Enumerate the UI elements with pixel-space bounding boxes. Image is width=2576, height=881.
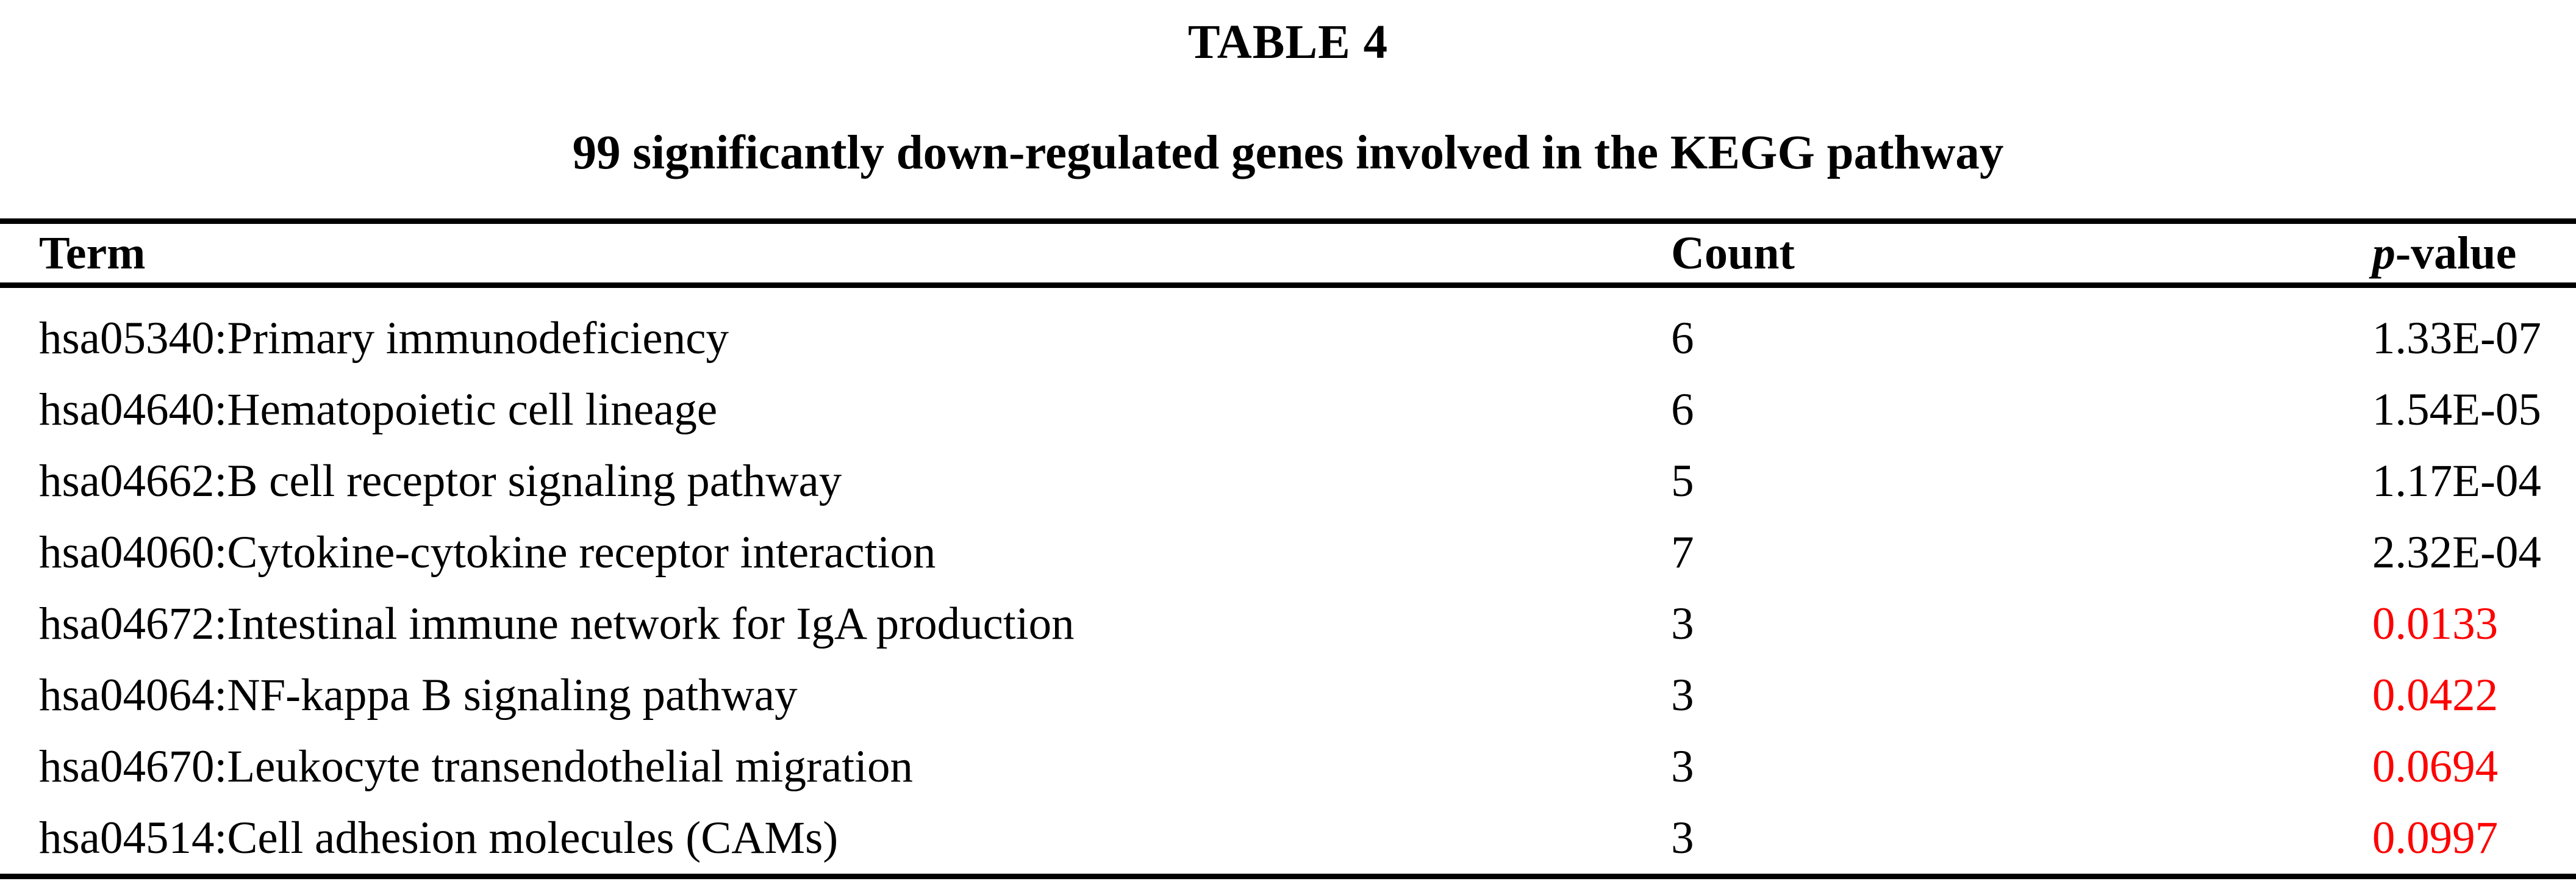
p-value-cell: 2.32E-04 — [2372, 527, 2541, 578]
term-cell: hsa04514:Cell adhesion molecules (CAMs) — [39, 812, 839, 863]
table-caption: 99 significantly down-regulated genes in… — [572, 126, 2004, 179]
table-row: hsa04672:Intestinal immune network for I… — [0, 588, 2576, 660]
term-cell: hsa04060:Cytokine-cytokine receptor inte… — [39, 527, 936, 578]
count-cell: 7 — [1671, 527, 1694, 578]
column-header-p-value: p-value — [2372, 221, 2576, 288]
term-cell: hsa04064:NF-kappa B signaling pathway — [39, 669, 798, 721]
count-cell: 3 — [1671, 669, 1694, 721]
term-cell: hsa04670:Leukocyte transendothelial migr… — [39, 741, 913, 792]
table-row: hsa04670:Leukocyte transendothelial migr… — [0, 731, 2576, 802]
count-cell: 3 — [1671, 812, 1694, 863]
table-header: Term Count p-value — [0, 221, 2576, 288]
table-row: hsa04064:NF-kappa B signaling pathway 3 … — [0, 660, 2576, 731]
p-italic: p — [2372, 227, 2395, 279]
p-value-cell: 0.0133 — [2372, 598, 2499, 649]
p-value-cell: 0.0694 — [2372, 741, 2499, 792]
term-cell: hsa05340:Primary immunodeficiency — [39, 312, 729, 364]
table-row: hsa04514:Cell adhesion molecules (CAMs) … — [0, 802, 2576, 877]
column-header-term: Term — [0, 221, 1672, 288]
p-value-cell: 0.0997 — [2372, 812, 2499, 863]
p-value-cell: 1.33E-07 — [2372, 312, 2541, 364]
column-header-count: Count — [1671, 221, 2372, 288]
term-cell: hsa04662:B cell receptor signaling pathw… — [39, 455, 842, 506]
table-row: hsa04662:B cell receptor signaling pathw… — [0, 445, 2576, 517]
table-row: hsa04060:Cytokine-cytokine receptor inte… — [0, 517, 2576, 588]
table-number-title: TABLE 4 — [1187, 16, 1389, 69]
header-row: Term Count p-value — [0, 221, 2576, 288]
count-cell: 3 — [1671, 598, 1694, 649]
table-row: hsa04640:Hematopoietic cell lineage 6 1.… — [0, 374, 2576, 445]
term-cell: hsa04672:Intestinal immune network for I… — [39, 598, 1075, 649]
p-rest: -value — [2395, 227, 2517, 279]
p-value-cell: 1.54E-05 — [2372, 384, 2541, 435]
term-cell: hsa04640:Hematopoietic cell lineage — [39, 384, 718, 435]
kegg-pathway-table: Term Count p-value hsa05340:Primary immu… — [0, 218, 2576, 879]
count-cell: 5 — [1671, 455, 1694, 506]
p-value-cell: 0.0422 — [2372, 669, 2499, 721]
table-row: hsa05340:Primary immunodeficiency 6 1.33… — [0, 286, 2576, 375]
p-value-cell: 1.17E-04 — [2372, 455, 2541, 506]
count-cell: 6 — [1671, 312, 1694, 364]
count-cell: 3 — [1671, 741, 1694, 792]
count-cell: 6 — [1671, 384, 1694, 435]
table-body: hsa05340:Primary immunodeficiency 6 1.33… — [0, 286, 2576, 877]
